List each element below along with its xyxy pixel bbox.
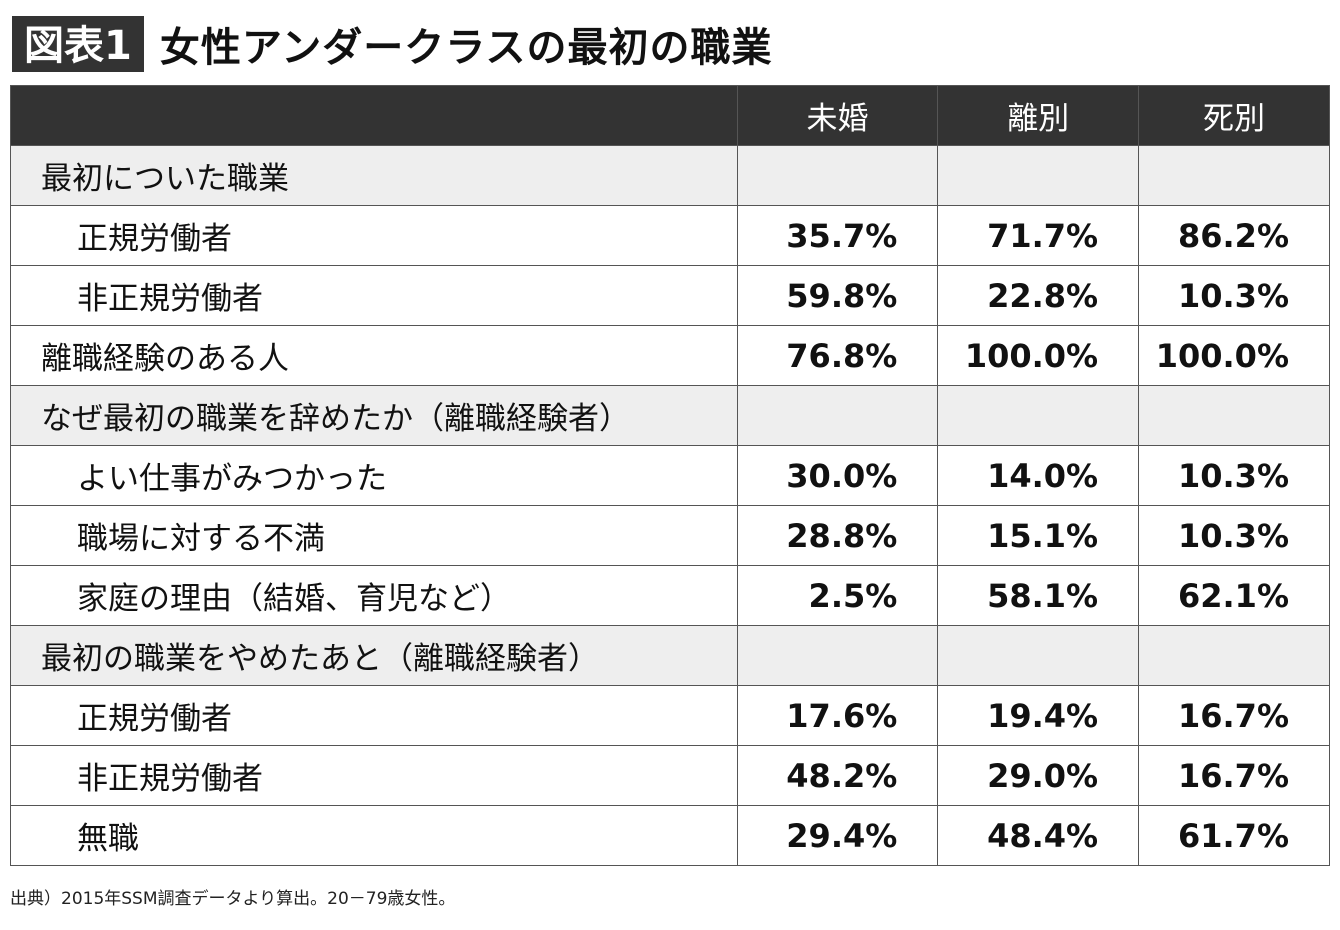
value-cell: 10.3% bbox=[1138, 265, 1330, 326]
row-label: 非正規労働者 bbox=[10, 745, 738, 806]
value-cell: 16.7% bbox=[1138, 685, 1330, 746]
value-cell bbox=[1138, 625, 1330, 686]
title-text: 女性アンダークラスの最初の職業 bbox=[159, 25, 773, 71]
value-cell bbox=[1138, 145, 1330, 206]
row-label: 離職経験のある人 bbox=[10, 325, 738, 386]
value-cell: 58.1% bbox=[937, 565, 1140, 626]
value-cell bbox=[937, 625, 1140, 686]
value-cell: 100.0% bbox=[1138, 325, 1330, 386]
row-label: 最初の職業をやめたあと（離職経験者） bbox=[10, 625, 738, 686]
value-cell: 16.7% bbox=[1138, 745, 1330, 806]
value-cell bbox=[937, 145, 1140, 206]
table-row: 非正規労働者 48.2% 29.0% 16.7% bbox=[10, 745, 1330, 806]
data-table: 未婚 離別 死別 最初についた職業 正規労働者 35.7% 71.7% 86.2% 非正規… bbox=[10, 85, 1330, 866]
header-blank bbox=[10, 85, 738, 146]
header-divorced: 離別 bbox=[937, 85, 1140, 146]
value-cell: 100.0% bbox=[937, 325, 1140, 386]
row-label: 無職 bbox=[10, 805, 738, 866]
row-label: 最初についた職業 bbox=[10, 145, 738, 206]
value-cell: 48.4% bbox=[937, 805, 1140, 866]
row-label: 職場に対する不満 bbox=[10, 505, 738, 566]
value-cell: 29.4% bbox=[736, 805, 939, 866]
row-label: 非正規労働者 bbox=[10, 265, 738, 326]
value-cell bbox=[736, 145, 939, 206]
value-cell: 22.8% bbox=[937, 265, 1140, 326]
value-cell: 17.6% bbox=[736, 685, 939, 746]
row-label: 家庭の理由（結婚、育児など） bbox=[10, 565, 738, 626]
value-cell: 10.3% bbox=[1138, 505, 1330, 566]
value-cell: 14.0% bbox=[937, 445, 1140, 506]
value-cell: 76.8% bbox=[736, 325, 939, 386]
value-cell: 19.4% bbox=[937, 685, 1140, 746]
value-cell bbox=[1138, 385, 1330, 446]
value-cell: 15.1% bbox=[937, 505, 1140, 566]
header-unmarried: 未婚 bbox=[736, 85, 939, 146]
value-cell: 2.5% bbox=[736, 565, 939, 626]
header-widowed: 死別 bbox=[1138, 85, 1330, 146]
row-label: よい仕事がみつかった bbox=[10, 445, 738, 506]
value-cell: 71.7% bbox=[937, 205, 1140, 266]
figure-title: 図表1 女性アンダークラスの最初の職業 bbox=[12, 14, 772, 74]
value-cell: 61.7% bbox=[1138, 805, 1330, 866]
table-row: 離職経験のある人 76.8% 100.0% 100.0% bbox=[10, 325, 1330, 386]
value-cell: 28.8% bbox=[736, 505, 939, 566]
section-row: 最初の職業をやめたあと（離職経験者） bbox=[10, 625, 1330, 686]
table-row: 正規労働者 17.6% 19.4% 16.7% bbox=[10, 685, 1330, 746]
row-label: なぜ最初の職業を辞めたか（離職経験者） bbox=[10, 385, 738, 446]
value-cell bbox=[736, 625, 939, 686]
value-cell: 30.0% bbox=[736, 445, 939, 506]
value-cell: 10.3% bbox=[1138, 445, 1330, 506]
figure-badge: 図表1 bbox=[12, 16, 144, 72]
table-row: 正規労働者 35.7% 71.7% 86.2% bbox=[10, 205, 1330, 266]
value-cell: 35.7% bbox=[736, 205, 939, 266]
table-row: 職場に対する不満 28.8% 15.1% 10.3% bbox=[10, 505, 1330, 566]
header-row: 未婚 離別 死別 bbox=[10, 85, 1330, 146]
section-row: 最初についた職業 bbox=[10, 145, 1330, 206]
value-cell: 48.2% bbox=[736, 745, 939, 806]
row-label: 正規労働者 bbox=[10, 205, 738, 266]
table-row: 家庭の理由（結婚、育児など） 2.5% 58.1% 62.1% bbox=[10, 565, 1330, 626]
row-label: 正規労働者 bbox=[10, 685, 738, 746]
value-cell: 59.8% bbox=[736, 265, 939, 326]
table-row: 無職 29.4% 48.4% 61.7% bbox=[10, 805, 1330, 866]
table-row: よい仕事がみつかった 30.0% 14.0% 10.3% bbox=[10, 445, 1330, 506]
value-cell bbox=[937, 385, 1140, 446]
value-cell: 29.0% bbox=[937, 745, 1140, 806]
value-cell bbox=[736, 385, 939, 446]
table-row: 非正規労働者 59.8% 22.8% 10.3% bbox=[10, 265, 1330, 326]
value-cell: 86.2% bbox=[1138, 205, 1330, 266]
source-note: 出典）2015年SSM調査データより算出。20－79歳女性。 bbox=[10, 889, 456, 909]
section-row: なぜ最初の職業を辞めたか（離職経験者） bbox=[10, 385, 1330, 446]
value-cell: 62.1% bbox=[1138, 565, 1330, 626]
